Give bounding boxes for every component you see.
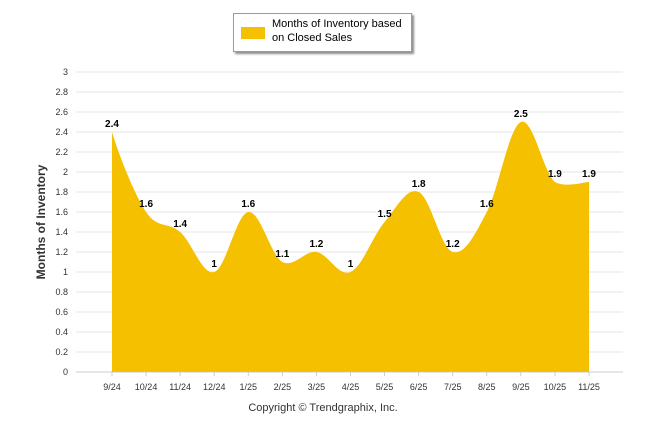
data-label: 1.6 bbox=[139, 199, 153, 210]
y-tick-label: 1 bbox=[63, 267, 68, 277]
data-label: 1 bbox=[348, 259, 354, 270]
data-label: 1.6 bbox=[480, 199, 494, 210]
x-tick-label: 1/25 bbox=[240, 382, 258, 392]
data-label: 1.4 bbox=[173, 219, 187, 230]
y-tick-label: 2.2 bbox=[55, 147, 68, 157]
x-tick-label: 3/25 bbox=[308, 382, 326, 392]
x-tick-label: 7/25 bbox=[444, 382, 462, 392]
x-tick-label: 10/24 bbox=[135, 382, 158, 392]
y-tick-label: 1.2 bbox=[55, 247, 68, 257]
y-tick-label: 0 bbox=[63, 367, 68, 377]
y-tick-label: 1.4 bbox=[55, 227, 68, 237]
x-tick-label: 8/25 bbox=[478, 382, 496, 392]
y-tick-label: 0.6 bbox=[55, 307, 68, 317]
y-axis-ticks: 0 0.2 0.4 0.6 0.8 1 1.2 1.4 1.6 1.8 2 2.2 2.4 2.6 2.8 3 bbox=[55, 67, 68, 377]
data-label: 1.5 bbox=[378, 209, 392, 220]
y-tick-label: 0.4 bbox=[55, 327, 68, 337]
data-labels: 2.4 1.6 1.4 1 1.6 1.1 1.2 1 1.5 1.8 1.2 1.6 2.5 1.9 1.… bbox=[105, 109, 596, 270]
x-tick-label: 4/25 bbox=[342, 382, 360, 392]
data-label: 1.1 bbox=[275, 249, 289, 260]
data-label: 2.4 bbox=[105, 119, 119, 130]
x-tick-label: 12/24 bbox=[203, 382, 226, 392]
data-label: 1.9 bbox=[582, 169, 596, 180]
x-tick-label: 2/25 bbox=[274, 382, 292, 392]
legend-label: Months of Inventory based on Closed Sale… bbox=[272, 18, 402, 44]
x-tick-label: 11/25 bbox=[578, 382, 600, 392]
y-tick-label: 2 bbox=[63, 167, 68, 177]
data-label: 1.2 bbox=[446, 239, 460, 250]
copyright-text: Copyright © Trendgraphix, Inc. bbox=[248, 402, 398, 414]
x-tick-label: 6/25 bbox=[410, 382, 428, 392]
data-label: 1.8 bbox=[412, 179, 426, 190]
x-tick-label: 9/24 bbox=[103, 382, 121, 392]
y-tick-label: 0.8 bbox=[55, 287, 68, 297]
y-tick-label: 1.6 bbox=[55, 207, 68, 217]
x-axis-ticks: 9/24 10/24 11/24 12/24 1/25 2/25 3/25 4/25 5/25 6… bbox=[103, 372, 600, 392]
legend-swatch bbox=[241, 27, 265, 39]
data-label: 1.9 bbox=[548, 169, 562, 180]
y-tick-label: 3 bbox=[63, 67, 68, 77]
legend: Months of Inventory based on Closed Sale… bbox=[233, 13, 412, 52]
area-series-months-of-inventory bbox=[112, 121, 589, 372]
y-tick-label: 2.4 bbox=[55, 127, 68, 137]
y-tick-label: 2.8 bbox=[55, 87, 68, 97]
x-tick-label: 9/25 bbox=[512, 382, 530, 392]
data-label: 2.5 bbox=[514, 109, 528, 120]
data-label: 1 bbox=[211, 259, 217, 270]
y-tick-label: 2.6 bbox=[55, 107, 68, 117]
x-tick-label: 5/25 bbox=[376, 382, 394, 392]
y-axis-title: Months of Inventory bbox=[34, 164, 48, 279]
x-tick-label: 11/24 bbox=[169, 382, 191, 392]
y-tick-label: 1.8 bbox=[55, 187, 68, 197]
data-label: 1.2 bbox=[309, 239, 323, 250]
y-tick-label: 0.2 bbox=[55, 347, 68, 357]
data-label: 1.6 bbox=[241, 199, 255, 210]
x-tick-label: 10/25 bbox=[544, 382, 567, 392]
